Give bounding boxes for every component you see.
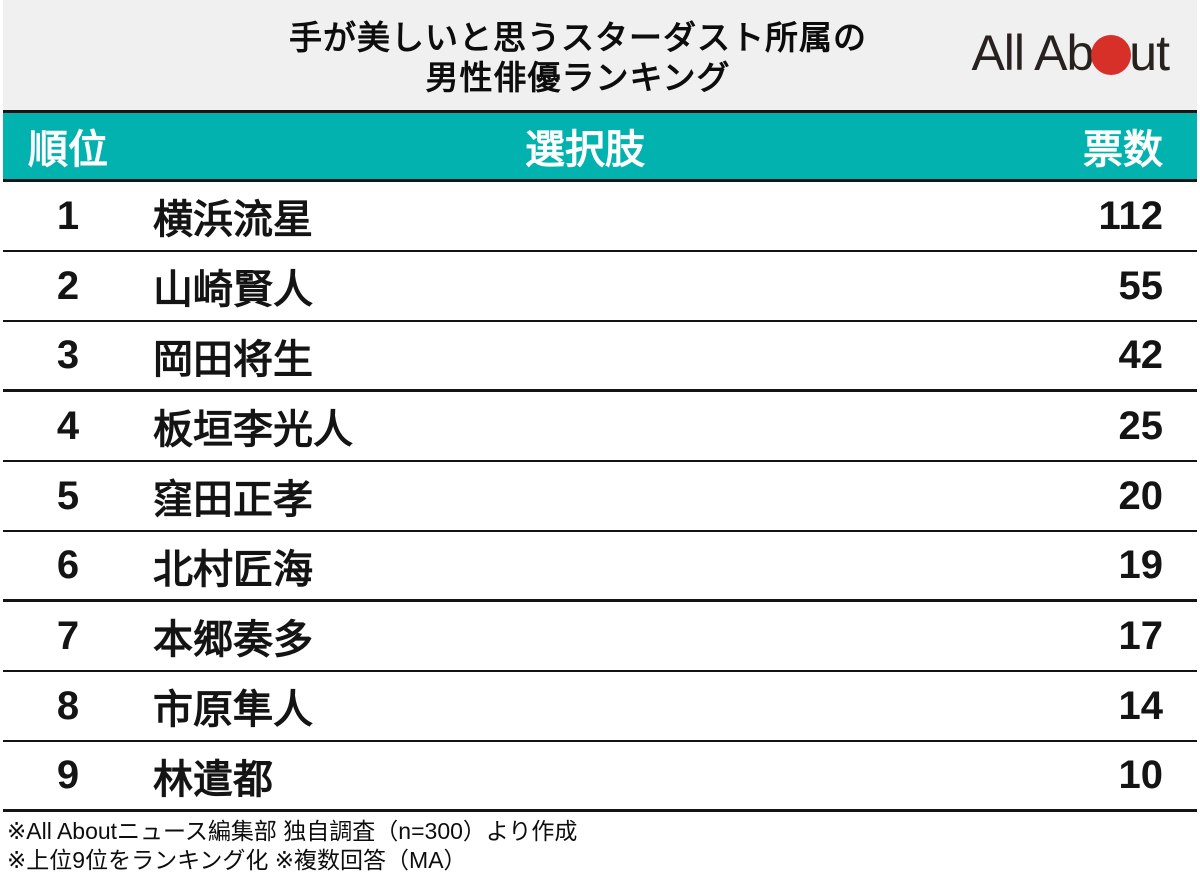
table-row: 9 林遣都 10	[3, 742, 1197, 812]
votes-cell: 19	[1118, 543, 1164, 587]
column-header-votes: 票数	[1083, 128, 1163, 172]
votes-cell: 55	[1118, 263, 1164, 308]
logo-text-right: ut	[1129, 25, 1170, 81]
votes-cell: 112	[1098, 193, 1163, 238]
name-cell: 市原隼人	[153, 688, 313, 732]
votes-cell: 10	[1118, 753, 1164, 797]
votes-cell: 17	[1118, 613, 1164, 658]
votes-cell: 25	[1118, 403, 1164, 448]
rank-cell: 7	[56, 613, 80, 658]
table-row: 3 岡田将生 42	[3, 322, 1197, 392]
source-notes: ※All Aboutニュース編集部 独自調査（n=300）より作成 ※上位9位を…	[3, 812, 1197, 875]
page-title: 手が美しいと思うスターダスト所属の 男性俳優ランキング	[3, 0, 1197, 98]
logo-text-left: All Ab	[971, 25, 1094, 81]
name-cell: 窪田正孝	[153, 478, 313, 522]
page-title-line1: 手が美しいと思うスターダスト所属の	[289, 19, 867, 56]
name-cell: 岡田将生	[153, 337, 313, 382]
rank-cell: 4	[56, 403, 80, 448]
name-cell: 本郷奏多	[153, 618, 313, 662]
votes-cell: 42	[1118, 333, 1164, 377]
name-cell: 北村匠海	[153, 547, 313, 592]
table-row: 6 北村匠海 19	[3, 532, 1197, 602]
column-header-rank: 順位	[28, 128, 108, 172]
rank-cell: 6	[56, 543, 80, 587]
table-row: 4 板垣李光人 25	[3, 392, 1197, 462]
allabout-logo: All Ab ut	[971, 24, 1170, 82]
table-row: 8 市原隼人 14	[3, 672, 1197, 742]
name-cell: 横浜流星	[153, 198, 313, 242]
table-row: 2 山崎賢人 55	[3, 252, 1197, 322]
rank-cell: 2	[56, 263, 80, 308]
rank-cell: 9	[56, 753, 80, 797]
column-header-choice: 選択肢	[525, 128, 645, 172]
source-note-line1: ※All Aboutニュース編集部 独自調査（n=300）より作成	[7, 818, 578, 844]
name-cell: 板垣李光人	[153, 408, 353, 452]
header: 手が美しいと思うスターダスト所属の 男性俳優ランキング All Ab ut	[3, 0, 1197, 110]
table-row: 1 横浜流星 112	[3, 182, 1197, 252]
page-title-line2: 男性俳優ランキング	[425, 59, 731, 96]
rank-cell: 8	[56, 683, 80, 728]
logo-red-dot-icon	[1091, 35, 1132, 75]
name-cell: 山崎賢人	[153, 268, 313, 312]
votes-cell: 14	[1118, 683, 1164, 728]
name-cell: 林遣都	[153, 757, 273, 802]
rank-cell: 5	[56, 473, 80, 518]
rank-cell: 1	[56, 193, 80, 238]
table-row: 7 本郷奏多 17	[3, 602, 1197, 672]
source-note-line2: ※上位9位をランキング化 ※複数回答（MA）	[7, 847, 467, 873]
votes-cell: 20	[1118, 473, 1164, 518]
table-header-row: 順位 選択肢 票数	[3, 110, 1197, 182]
table-row: 5 窪田正孝 20	[3, 462, 1197, 532]
rank-cell: 3	[56, 333, 80, 377]
